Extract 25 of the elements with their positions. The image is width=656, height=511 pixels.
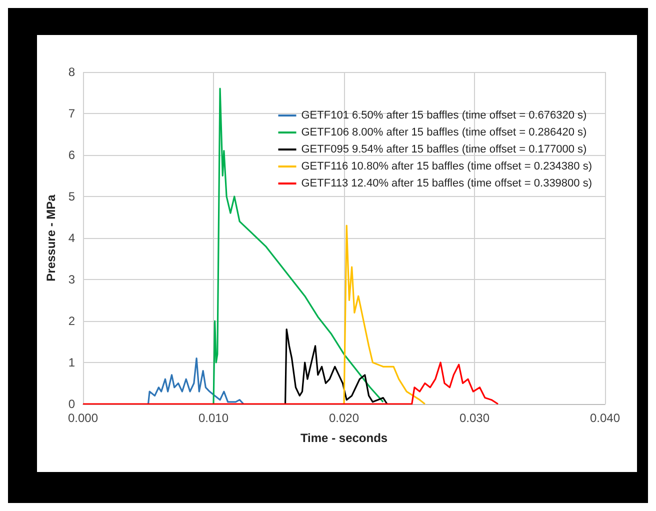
y-tick-label: 8 [68,65,76,79]
line-series [147,358,244,405]
legend-label: GETF101 6.50% after 15 baffles (time offset = 0.676320 s) [301,110,587,122]
line-series [343,224,426,405]
x-tick-label: 0.040 [590,411,620,425]
y-tick-label: 1 [68,356,76,370]
x-tick-label: 0.000 [68,411,98,425]
x-tick-label: 0.030 [459,411,490,425]
y-tick-label: 5 [68,190,76,204]
y-tick-label: 2 [68,314,76,328]
y-axis-title: Pressure - MPa [44,194,58,282]
legend-label: GETF095 9.54% after 15 baffles (time offset = 0.177000 s) [301,144,587,156]
line-series [82,362,499,405]
y-tick-label: 3 [68,272,76,286]
y-tick-label: 4 [68,231,76,245]
y-tick-label: 0 [68,397,76,411]
line-series [284,328,388,405]
legend-label: GETF116 10.80% after 15 baffles (time offset = 0.234380 s) [301,160,592,172]
x-tick-label: 0.020 [328,411,360,425]
y-tick-label: 6 [68,148,76,162]
legend-label: GETF113 12.40% after 15 baffles (time offset = 0.339800 s) [301,178,592,190]
legend-label: GETF106 8.00% after 15 baffles (time offset = 0.286420 s) [301,126,587,138]
x-tick-label: 0.010 [198,411,229,425]
y-tick-label: 7 [68,106,76,120]
x-axis-title: Time - seconds [300,431,388,445]
